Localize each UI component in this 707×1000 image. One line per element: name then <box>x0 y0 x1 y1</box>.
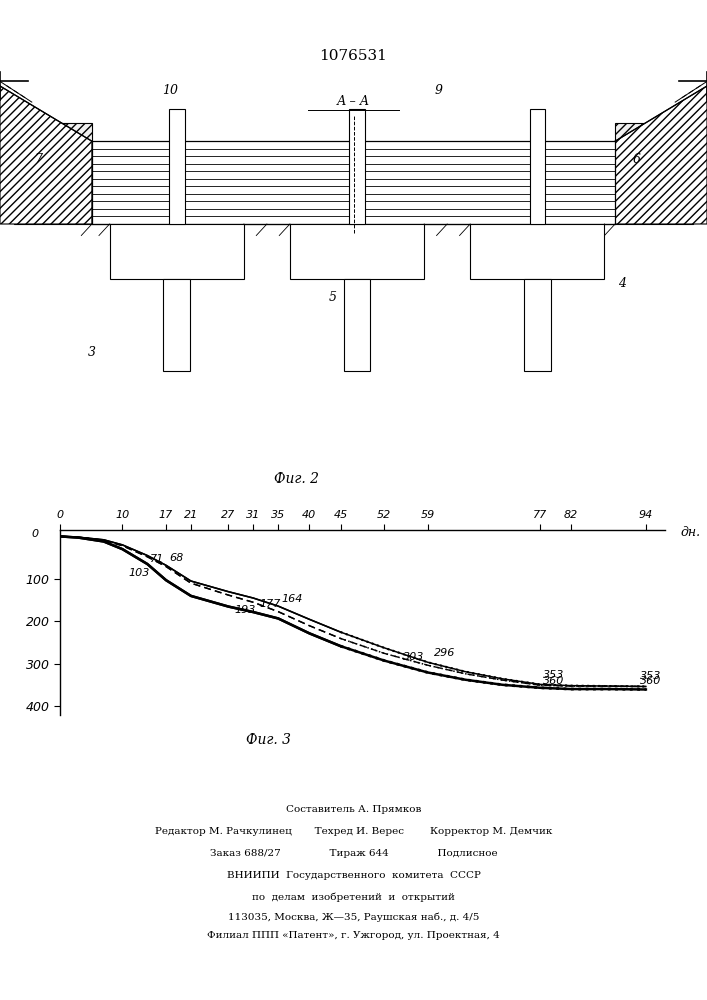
Text: Фиг. 3: Фиг. 3 <box>246 733 291 747</box>
Text: 303: 303 <box>403 652 424 662</box>
Text: 5: 5 <box>328 291 337 304</box>
Text: Фиг. 2: Фиг. 2 <box>274 472 320 486</box>
Bar <box>344 279 370 371</box>
Bar <box>169 109 185 224</box>
Text: 4: 4 <box>618 277 626 290</box>
Polygon shape <box>14 123 92 224</box>
Text: 353: 353 <box>543 670 564 680</box>
Text: 193: 193 <box>235 605 256 615</box>
Text: 164: 164 <box>281 594 303 604</box>
Text: Заказ 688/27               Тираж 644               Подлисное: Заказ 688/27 Тираж 644 Подлисное <box>210 849 497 858</box>
Text: 113035, Москва, Ж—35, Раушская наб., д. 4/5: 113035, Москва, Ж—35, Раушская наб., д. … <box>228 912 479 922</box>
Text: 360: 360 <box>543 676 564 686</box>
Text: Составитель А. Прямков: Составитель А. Прямков <box>286 805 421 814</box>
Text: 296: 296 <box>434 648 455 658</box>
Bar <box>349 109 365 224</box>
Text: Редактор М. Рачкулинец       Техред И. Верес        Корректор М. Демчик: Редактор М. Рачкулинец Техред И. Верес К… <box>155 827 552 836</box>
Text: 353: 353 <box>640 671 661 681</box>
Bar <box>92 141 615 224</box>
Bar <box>530 109 545 224</box>
Text: 0: 0 <box>32 529 39 539</box>
Text: Филиал ППП «Патент», г. Ужгород, ул. Проектная, 4: Филиал ППП «Патент», г. Ужгород, ул. Про… <box>207 931 500 940</box>
Text: ВНИИПИ  Государственного  комитета  СССР: ВНИИПИ Государственного комитета СССР <box>226 871 481 880</box>
Text: 3: 3 <box>88 346 96 359</box>
Text: А – А: А – А <box>337 95 370 108</box>
Text: 177: 177 <box>259 599 281 609</box>
Text: 68: 68 <box>169 553 183 563</box>
Text: 10: 10 <box>162 84 177 97</box>
Text: по  делам  изобретений  и  открытий: по делам изобретений и открытий <box>252 893 455 902</box>
Text: дн.: дн. <box>680 526 701 539</box>
Bar <box>163 279 190 371</box>
Bar <box>470 224 604 279</box>
Text: 1076531: 1076531 <box>320 49 387 63</box>
Bar <box>524 279 551 371</box>
Bar <box>290 224 424 279</box>
Text: 6: 6 <box>632 153 641 166</box>
Polygon shape <box>14 123 92 224</box>
Text: 71: 71 <box>151 554 165 564</box>
Text: 7: 7 <box>35 153 43 166</box>
Bar <box>110 224 244 279</box>
Polygon shape <box>0 86 92 224</box>
Polygon shape <box>615 123 693 224</box>
Text: 9: 9 <box>434 84 443 97</box>
Text: 103: 103 <box>129 568 150 578</box>
Text: 360: 360 <box>640 676 661 686</box>
Polygon shape <box>615 86 707 224</box>
